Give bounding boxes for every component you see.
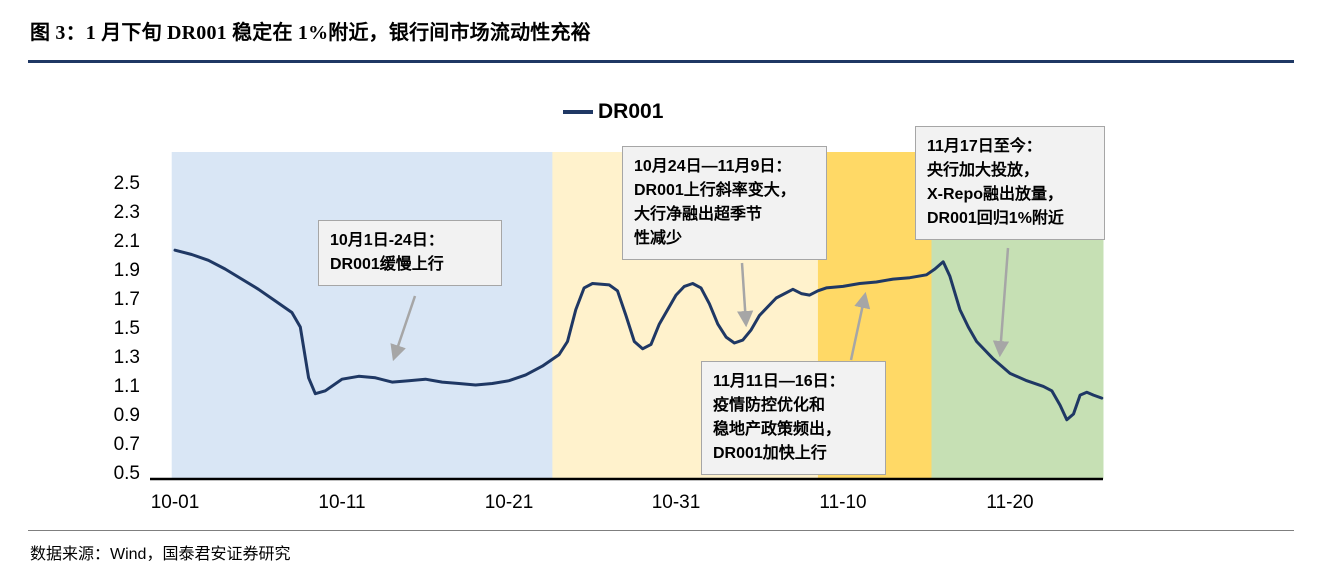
annotation-arrow-2 bbox=[737, 262, 754, 328]
x-tick-label: 11-20 bbox=[986, 492, 1033, 513]
y-tick-label: 2.1 bbox=[114, 231, 140, 252]
title-divider bbox=[28, 60, 1294, 63]
x-tick-label: 10-11 bbox=[318, 492, 365, 513]
legend: DR001 bbox=[563, 100, 663, 124]
annotation-box-3: 11月11日—16日： 疫情防控优化和 稳地产政策频出， DR001加快上行 bbox=[701, 361, 886, 475]
x-tick-label: 10-01 bbox=[151, 492, 200, 513]
y-tick-label: 0.9 bbox=[114, 405, 140, 426]
y-tick-label: 1.9 bbox=[114, 260, 140, 281]
legend-label: DR001 bbox=[598, 100, 664, 123]
y-tick-label: 2.5 bbox=[114, 173, 140, 194]
x-tick-label: 10-21 bbox=[485, 492, 534, 513]
data-source-text: 数据来源：Wind，国泰君安证券研究 bbox=[30, 546, 291, 563]
annotation-arrows bbox=[390, 247, 1010, 362]
annotation-box-2: 10月24日—11月9日： DR001上行斜率变大， 大行净融出超季节 性减少 bbox=[622, 146, 827, 260]
legend-line-swatch bbox=[563, 110, 593, 114]
y-tick-label: 1.3 bbox=[114, 347, 140, 368]
y-tick-label: 0.7 bbox=[114, 434, 140, 455]
shaded-region-1 bbox=[171, 152, 553, 479]
annotation-box-4: 11月17日至今： 央行加大投放， X-Repo融出放量， DR001回归1%附… bbox=[915, 126, 1105, 240]
figure-title: 图 3：1 月下旬 DR001 稳定在 1%附近，银行间市场流动性充裕 bbox=[30, 22, 591, 44]
annotation-arrow-3 bbox=[849, 291, 871, 361]
dr001-series-line bbox=[173, 248, 1104, 422]
annotation-arrow-4 bbox=[992, 247, 1010, 358]
x-tick-label: 10-31 bbox=[652, 492, 701, 513]
y-tick-label: 1.5 bbox=[114, 318, 140, 339]
footer-divider bbox=[28, 530, 1294, 531]
annotation-box-1: 10月1日-24日： DR001缓慢上行 bbox=[318, 220, 502, 286]
y-tick-label: 0.5 bbox=[114, 463, 140, 484]
y-tick-label: 1.7 bbox=[114, 289, 140, 310]
annotation-arrow-1 bbox=[390, 295, 417, 362]
x-tick-label: 11-10 bbox=[819, 492, 866, 513]
y-tick-label: 1.1 bbox=[114, 376, 140, 397]
y-tick-label: 2.3 bbox=[114, 202, 140, 223]
